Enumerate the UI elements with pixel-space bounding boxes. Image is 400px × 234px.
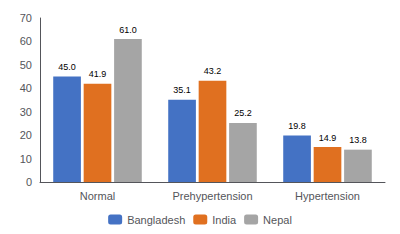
svg-text:35.1: 35.1: [173, 85, 191, 95]
svg-text:Nepal: Nepal: [263, 214, 292, 226]
svg-text:10: 10: [20, 153, 32, 165]
svg-text:30: 30: [20, 106, 32, 118]
svg-text:Hypertension: Hypertension: [295, 190, 360, 202]
svg-text:0: 0: [26, 176, 32, 188]
svg-text:61.0: 61.0: [119, 25, 137, 35]
svg-text:70: 70: [20, 12, 32, 24]
svg-text:20: 20: [20, 129, 32, 141]
svg-text:Normal: Normal: [80, 190, 115, 202]
svg-text:14.9: 14.9: [319, 133, 337, 143]
svg-text:India: India: [212, 214, 237, 226]
svg-text:19.8: 19.8: [288, 121, 306, 131]
svg-text:Bangladesh: Bangladesh: [127, 214, 185, 226]
svg-text:43.2: 43.2: [204, 66, 222, 76]
svg-text:Prehypertension: Prehypertension: [172, 190, 252, 202]
svg-text:13.8: 13.8: [349, 135, 367, 145]
svg-text:25.2: 25.2: [234, 108, 252, 118]
svg-text:60: 60: [20, 35, 32, 47]
svg-text:50: 50: [20, 59, 32, 71]
svg-text:45.0: 45.0: [58, 62, 76, 72]
svg-text:41.9: 41.9: [89, 69, 107, 79]
svg-text:40: 40: [20, 82, 32, 94]
